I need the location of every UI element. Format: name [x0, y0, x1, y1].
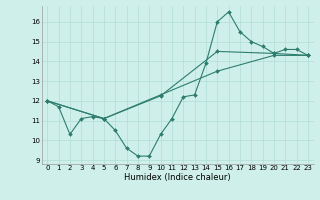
X-axis label: Humidex (Indice chaleur): Humidex (Indice chaleur): [124, 173, 231, 182]
